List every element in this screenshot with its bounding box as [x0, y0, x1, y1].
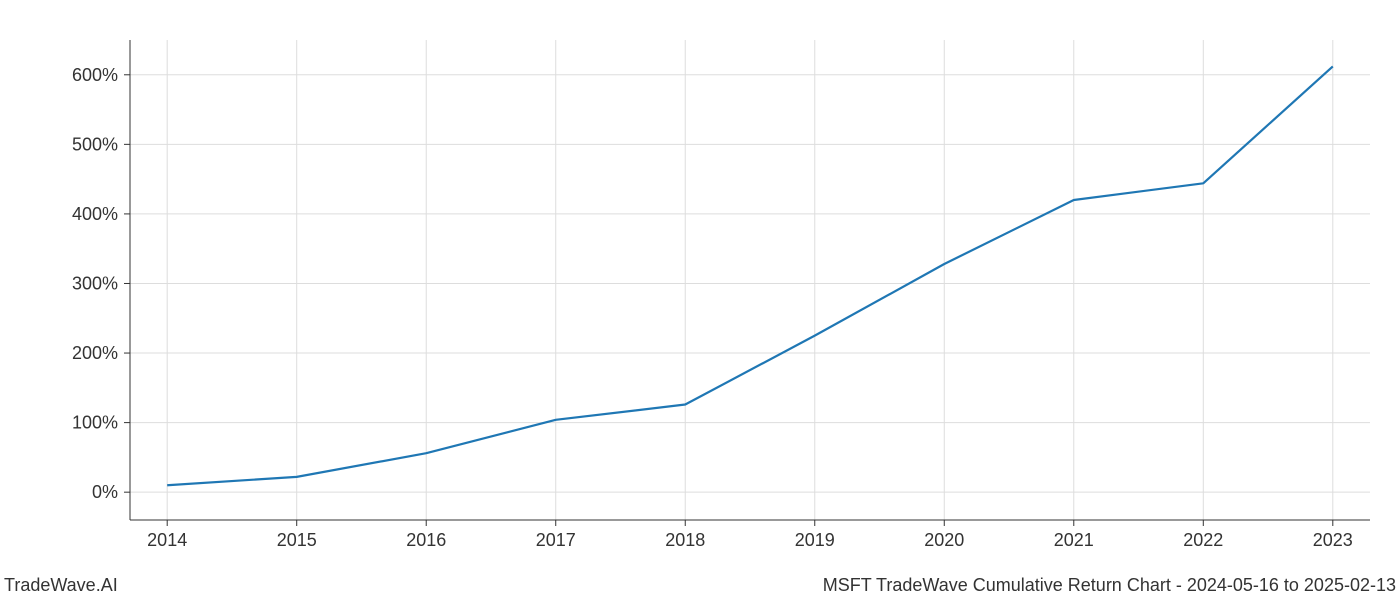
y-tick-label: 600% — [72, 65, 118, 85]
chart-container: 2014 2015 2016 2017 2018 2019 2020 2021 2022 2023… — [0, 0, 1400, 600]
x-tick-label: 2014 — [147, 530, 187, 550]
y-tick-label: 500% — [72, 134, 118, 154]
line-chart: 2014 2015 2016 2017 2018 2019 2020 2021 2022 2023… — [0, 0, 1400, 600]
y-tick-label: 200% — [72, 343, 118, 363]
y-tick-label: 100% — [72, 413, 118, 433]
x-tick-label: 2023 — [1313, 530, 1353, 550]
footer-left-text: TradeWave.AI — [4, 575, 118, 596]
x-tick-label: 2019 — [795, 530, 835, 550]
x-tick-label: 2022 — [1183, 530, 1223, 550]
x-tick-label: 2017 — [536, 530, 576, 550]
y-tick-label: 400% — [72, 204, 118, 224]
x-tick-label: 2020 — [924, 530, 964, 550]
x-tick-label: 2015 — [277, 530, 317, 550]
x-tick-label: 2016 — [406, 530, 446, 550]
y-tick-label: 300% — [72, 273, 118, 293]
x-tick-label: 2021 — [1054, 530, 1094, 550]
y-tick-label: 0% — [92, 482, 118, 502]
footer-right-text: MSFT TradeWave Cumulative Return Chart -… — [823, 575, 1396, 596]
x-tick-label: 2018 — [665, 530, 705, 550]
